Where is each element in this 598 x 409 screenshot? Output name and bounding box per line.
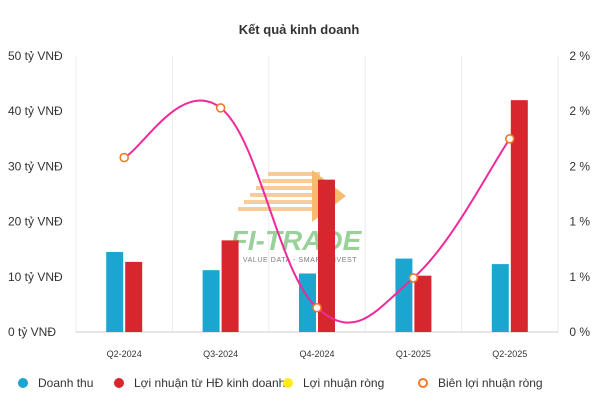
bar — [106, 251, 124, 332]
y-left-tick-label: 20 tỷ VNĐ — [8, 215, 63, 229]
bar — [125, 261, 143, 332]
bar — [202, 270, 220, 332]
x-tick-label: Q3-2024 — [203, 349, 238, 359]
line-point — [312, 302, 322, 313]
legend-item[interactable]: Biên lợi nhuận ròng — [418, 376, 543, 390]
legend-marker-icon — [418, 378, 428, 388]
bar — [318, 179, 335, 332]
y-right-tick-label: 2 % — [569, 104, 590, 118]
bar — [491, 264, 509, 332]
watermark-stripe — [244, 200, 320, 204]
line-point — [215, 103, 226, 113]
y-right-tick-label: 0 % — [569, 325, 590, 339]
y-right-tick-label: 1 % — [569, 215, 590, 229]
y-right-tick-label: 2 % — [569, 49, 590, 63]
line-series — [123, 99, 511, 324]
line-point — [504, 134, 515, 144]
y-left-tick-label: 50 tỷ VNĐ — [8, 49, 63, 63]
legend-item[interactable]: Lợi nhuận ròng — [283, 376, 384, 390]
line-point — [119, 152, 129, 163]
x-tick-label: Q4-2024 — [299, 349, 334, 359]
bar — [299, 273, 316, 332]
bar — [510, 100, 528, 332]
legend-marker-icon — [18, 378, 28, 388]
legend-label: Lợi nhuận ròng — [303, 376, 385, 390]
legend-marker-icon — [283, 378, 293, 388]
watermark-tagline: VALUE DATA - SMART INVEST — [243, 257, 357, 264]
x-tick-label: Q2-2024 — [107, 349, 142, 359]
legend-label: Lợi nhuận từ HĐ kinh doanh — [134, 376, 286, 390]
y-right-tick-label: 1 % — [569, 270, 590, 284]
line-point — [408, 273, 419, 283]
bar — [414, 275, 432, 332]
x-tick-label: Q1-2025 — [396, 349, 431, 359]
watermark-stripe — [238, 207, 320, 211]
legend-item[interactable]: Doanh thu — [18, 376, 93, 390]
bar — [395, 258, 413, 332]
chart-legend: Doanh thu Lợi nhuận từ HĐ kinh doanh Lợi n… — [18, 376, 588, 394]
bar — [221, 240, 239, 332]
watermark-stripe — [268, 172, 320, 176]
x-tick-label: Q2-2025 — [492, 349, 527, 359]
watermark-stripe — [250, 193, 320, 197]
legend-label: Doanh thu — [38, 376, 94, 390]
chart-title: Kết quả kinh doanh — [238, 22, 360, 37]
watermark-stripe — [262, 179, 320, 183]
y-left-tick-label: 40 tỷ VNĐ — [8, 104, 63, 118]
y-right-tick-label: 2 % — [569, 159, 590, 173]
legend-label: Biên lợi nhuận ròng — [438, 376, 543, 390]
y-left-tick-label: 0 tỷ VNĐ — [8, 325, 56, 339]
y-left-tick-label: 30 tỷ VNĐ — [8, 159, 63, 173]
y-left-tick-label: 10 tỷ VNĐ — [8, 270, 63, 284]
watermark-text: FI-TRADE — [231, 225, 363, 256]
legend-marker-icon — [114, 378, 124, 388]
legend-item[interactable]: Lợi nhuận từ HĐ kinh doanh — [114, 376, 285, 390]
watermark-stripe — [256, 186, 320, 190]
